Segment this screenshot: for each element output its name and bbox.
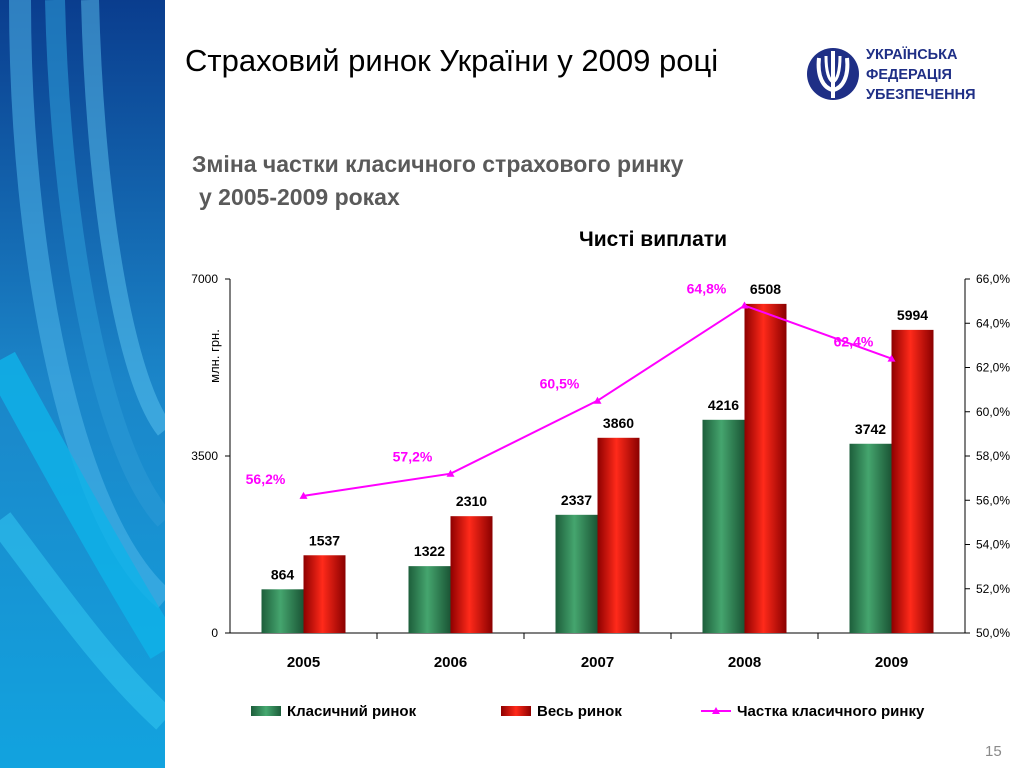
y-tick-label-right: 60,0%	[976, 405, 1010, 419]
bar-total	[744, 303, 787, 633]
x-tick-label: 2007	[581, 654, 614, 671]
share-label: 57,2%	[393, 449, 433, 465]
y-tick-label-right: 64,0%	[976, 316, 1010, 330]
y-tick-label-right: 58,0%	[976, 449, 1010, 463]
legend-item-classic: Класичний ринок	[251, 701, 416, 721]
bar-total	[597, 437, 640, 633]
bar-total	[891, 329, 934, 633]
share-line	[299, 301, 896, 499]
bar-total-label: 1537	[309, 532, 340, 548]
legend-swatch-total	[501, 706, 531, 716]
y-tick-label-right: 62,0%	[976, 361, 1010, 375]
bar-classic	[702, 419, 745, 633]
x-tick-label: 2009	[875, 654, 908, 671]
legend-label-total: Весь ринок	[537, 702, 622, 720]
y-tick-label-right: 50,0%	[976, 626, 1010, 640]
share-marker	[740, 301, 749, 309]
logo-line-2: ФЕДЕРАЦІЯ	[866, 67, 952, 83]
federation-logo: УКРАЇНСЬКА ФЕДЕРАЦІЯ УБЕЗПЕЧЕННЯ	[806, 44, 1006, 106]
bar-classic-label: 3742	[855, 421, 886, 437]
bar-classic	[408, 566, 451, 633]
legend-swatch-classic	[251, 706, 281, 716]
share-marker	[887, 354, 896, 362]
share-marker	[446, 469, 455, 477]
legend-label-share: Частка класичного ринку	[737, 702, 925, 720]
subtitle-line-1: Зміна частки класичного страхового ринку	[192, 151, 684, 177]
legend-label-classic: Класичний ринок	[287, 702, 417, 720]
y-tick-label-right: 52,0%	[976, 582, 1010, 596]
bar-classic	[849, 443, 892, 633]
logo-line-3: УБЕЗПЕЧЕННЯ	[866, 87, 976, 103]
bar-classic-label: 1322	[414, 543, 445, 559]
x-tick-label: 2008	[728, 654, 761, 671]
bar-total	[450, 516, 493, 633]
bar-classic-label: 864	[271, 566, 295, 582]
chart-bars	[261, 303, 934, 633]
side-decoration	[0, 0, 165, 768]
y-tick-label-right: 56,0%	[976, 493, 1010, 507]
bar-classic-label: 4216	[708, 397, 739, 413]
x-tick-label: 2006	[434, 654, 467, 671]
share-label: 62,4%	[834, 334, 874, 350]
y-tick-label-left: 0	[211, 626, 218, 640]
bar-classic	[261, 589, 304, 633]
share-label: 64,8%	[687, 281, 727, 297]
y-tick-label-right: 54,0%	[976, 538, 1010, 552]
logo-text: УКРАЇНСЬКА ФЕДЕРАЦІЯ УБЕЗПЕЧЕННЯ	[866, 45, 976, 105]
y-tick-label-left: 7000	[191, 272, 218, 286]
trident-logo-icon	[807, 48, 859, 100]
share-marker	[593, 396, 602, 404]
share-marker	[299, 491, 308, 499]
subtitle-line-2: у 2005-2009 роках	[199, 184, 400, 210]
y-axis-label: млн. грн.	[207, 329, 222, 383]
bar-classic-label: 2337	[561, 492, 592, 508]
slide-subtitle: Зміна частки класичного страхового ринку…	[192, 148, 832, 214]
y-tick-label-left: 3500	[191, 449, 218, 463]
bar-total-label: 3860	[603, 415, 634, 431]
slide-title: Страховий ринок України у 2009 році	[185, 43, 719, 78]
legend-item-total: Весь ринок	[501, 701, 622, 721]
legend-item-share: Частка класичного ринку	[701, 701, 924, 721]
bar-total-label: 5994	[897, 307, 928, 323]
legend-swatch-share	[701, 706, 731, 716]
chart-axes: 0 3500 7000 50,0% 52,0% 54,0% 56,0% 58,0% 60,0% 6…	[191, 272, 1010, 671]
bar-total-label: 2310	[456, 493, 487, 509]
share-label: 60,5%	[540, 376, 580, 392]
data-labels: 864 1537 1322 2310 2337 3860 4216 6508 3742 5994 5…	[246, 281, 929, 583]
logo-line-1: УКРАЇНСЬКА	[866, 47, 958, 63]
page-number: 15	[985, 743, 1002, 760]
x-tick-label: 2005	[287, 654, 320, 671]
chart-title: Чисті виплати	[579, 228, 727, 251]
y-tick-label-right: 66,0%	[976, 272, 1010, 286]
share-label: 56,2%	[246, 471, 286, 487]
bar-total	[303, 555, 346, 633]
bar-classic	[555, 514, 598, 633]
bar-total-label: 6508	[750, 281, 781, 297]
